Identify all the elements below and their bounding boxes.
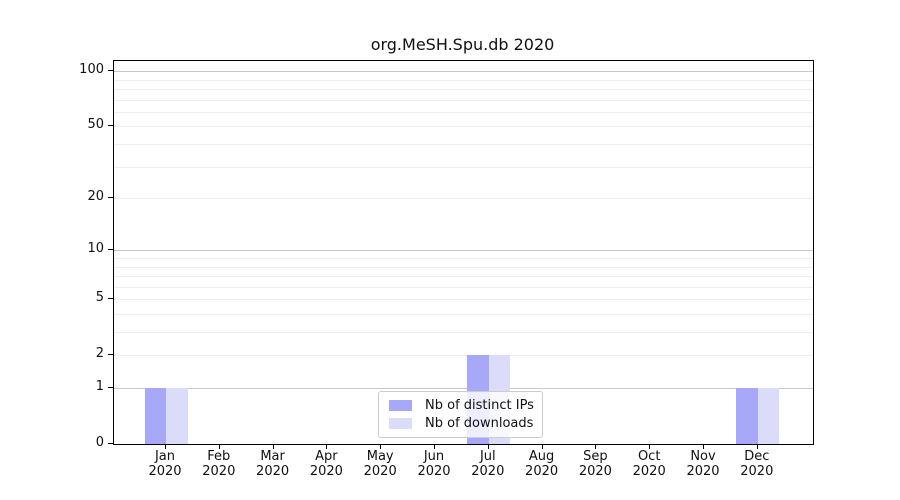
plot-area	[113, 60, 814, 445]
minor-gridline	[114, 332, 813, 333]
y-axis-tick	[108, 249, 113, 251]
y-axis-tick	[108, 354, 113, 356]
x-axis-tick-label: Nov 2020	[686, 449, 720, 479]
y-axis-tick-label: 100	[79, 62, 104, 78]
x-axis-tick	[326, 444, 328, 449]
minor-gridline	[114, 144, 813, 145]
x-axis-tick	[487, 444, 489, 449]
x-axis-tick-label: Aug 2020	[525, 449, 559, 479]
x-axis-tick	[380, 444, 382, 449]
x-axis-tick	[595, 444, 597, 449]
y-axis-tick	[108, 197, 113, 198]
x-axis-tick	[703, 444, 704, 449]
y-axis-tick	[108, 70, 113, 72]
legend-item-distinct-ips: Nb of distinct IPs	[389, 398, 534, 413]
y-axis-tick	[108, 298, 113, 300]
chart-title: org.MeSH.Spu.db 2020	[370, 35, 555, 54]
x-axis-tick-label: Apr 2020	[309, 449, 343, 479]
bar-distinct-ips	[144, 388, 166, 444]
major-gridline	[114, 250, 813, 252]
x-axis-tick-label: Mar 2020	[256, 449, 290, 479]
y-axis-tick-label: 20	[87, 189, 104, 204]
y-axis-tick	[108, 387, 113, 388]
major-gridline	[114, 71, 813, 73]
bar-downloads	[757, 388, 780, 444]
major-gridline	[114, 388, 813, 389]
x-axis-tick	[649, 444, 651, 449]
x-axis-tick-label: Jan 2020	[148, 449, 182, 479]
y-axis-tick-label: 10	[87, 241, 104, 257]
minor-gridline	[114, 355, 813, 357]
minor-gridline	[114, 276, 813, 277]
minor-gridline	[114, 286, 813, 288]
x-axis-tick	[218, 444, 220, 449]
x-axis-tick-label: Sep 2020	[578, 449, 612, 479]
x-axis-tick-label: Oct 2020	[632, 449, 666, 479]
x-axis-tick-label: Jun 2020	[417, 449, 451, 479]
y-axis-tick-label: 50	[87, 117, 104, 133]
minor-gridline	[114, 166, 813, 168]
minor-gridline	[114, 79, 813, 81]
x-axis-tick-label: Feb 2020	[202, 449, 236, 479]
minor-gridline	[114, 89, 813, 90]
minor-gridline	[114, 111, 813, 113]
x-axis-tick	[165, 444, 166, 449]
minor-gridline	[114, 299, 813, 301]
minor-gridline	[114, 198, 813, 199]
minor-gridline	[114, 314, 813, 315]
y-axis-tick	[108, 443, 113, 444]
y-axis-tick-label: 5	[95, 290, 104, 306]
minor-gridline	[114, 99, 813, 101]
y-axis-tick-label: 1	[95, 379, 104, 394]
minor-gridline	[114, 266, 813, 268]
legend-swatch-distinct-ips	[389, 400, 412, 411]
y-axis-tick-label: 2	[95, 346, 104, 362]
legend-item-downloads: Nb of downloads	[389, 416, 534, 431]
bar-distinct-ips	[736, 388, 758, 444]
legend-swatch-downloads	[389, 418, 412, 429]
x-axis-tick	[756, 444, 758, 449]
minor-gridline	[114, 126, 813, 128]
legend: Nb of distinct IPs Nb of downloads	[378, 391, 543, 438]
x-axis-tick-label: Jul 2020	[471, 449, 505, 479]
y-axis-tick-label: 0	[95, 435, 104, 450]
bar-downloads	[166, 388, 188, 444]
minor-gridline	[114, 258, 813, 259]
x-axis-tick	[434, 444, 435, 449]
x-axis-tick	[272, 444, 274, 449]
legend-label-downloads: Nb of downloads	[425, 416, 534, 431]
y-axis-tick	[108, 125, 113, 127]
legend-label-distinct-ips: Nb of distinct IPs	[425, 398, 534, 413]
x-axis-tick-label: May 2020	[363, 449, 397, 479]
x-axis-tick-label: Dec 2020	[740, 449, 774, 479]
x-axis-tick	[541, 444, 543, 449]
